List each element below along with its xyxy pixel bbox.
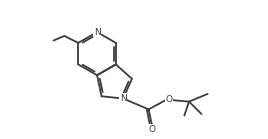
Text: O: O (148, 125, 155, 134)
Text: N: N (94, 28, 100, 37)
Text: N: N (120, 94, 126, 103)
Text: O: O (165, 95, 172, 104)
